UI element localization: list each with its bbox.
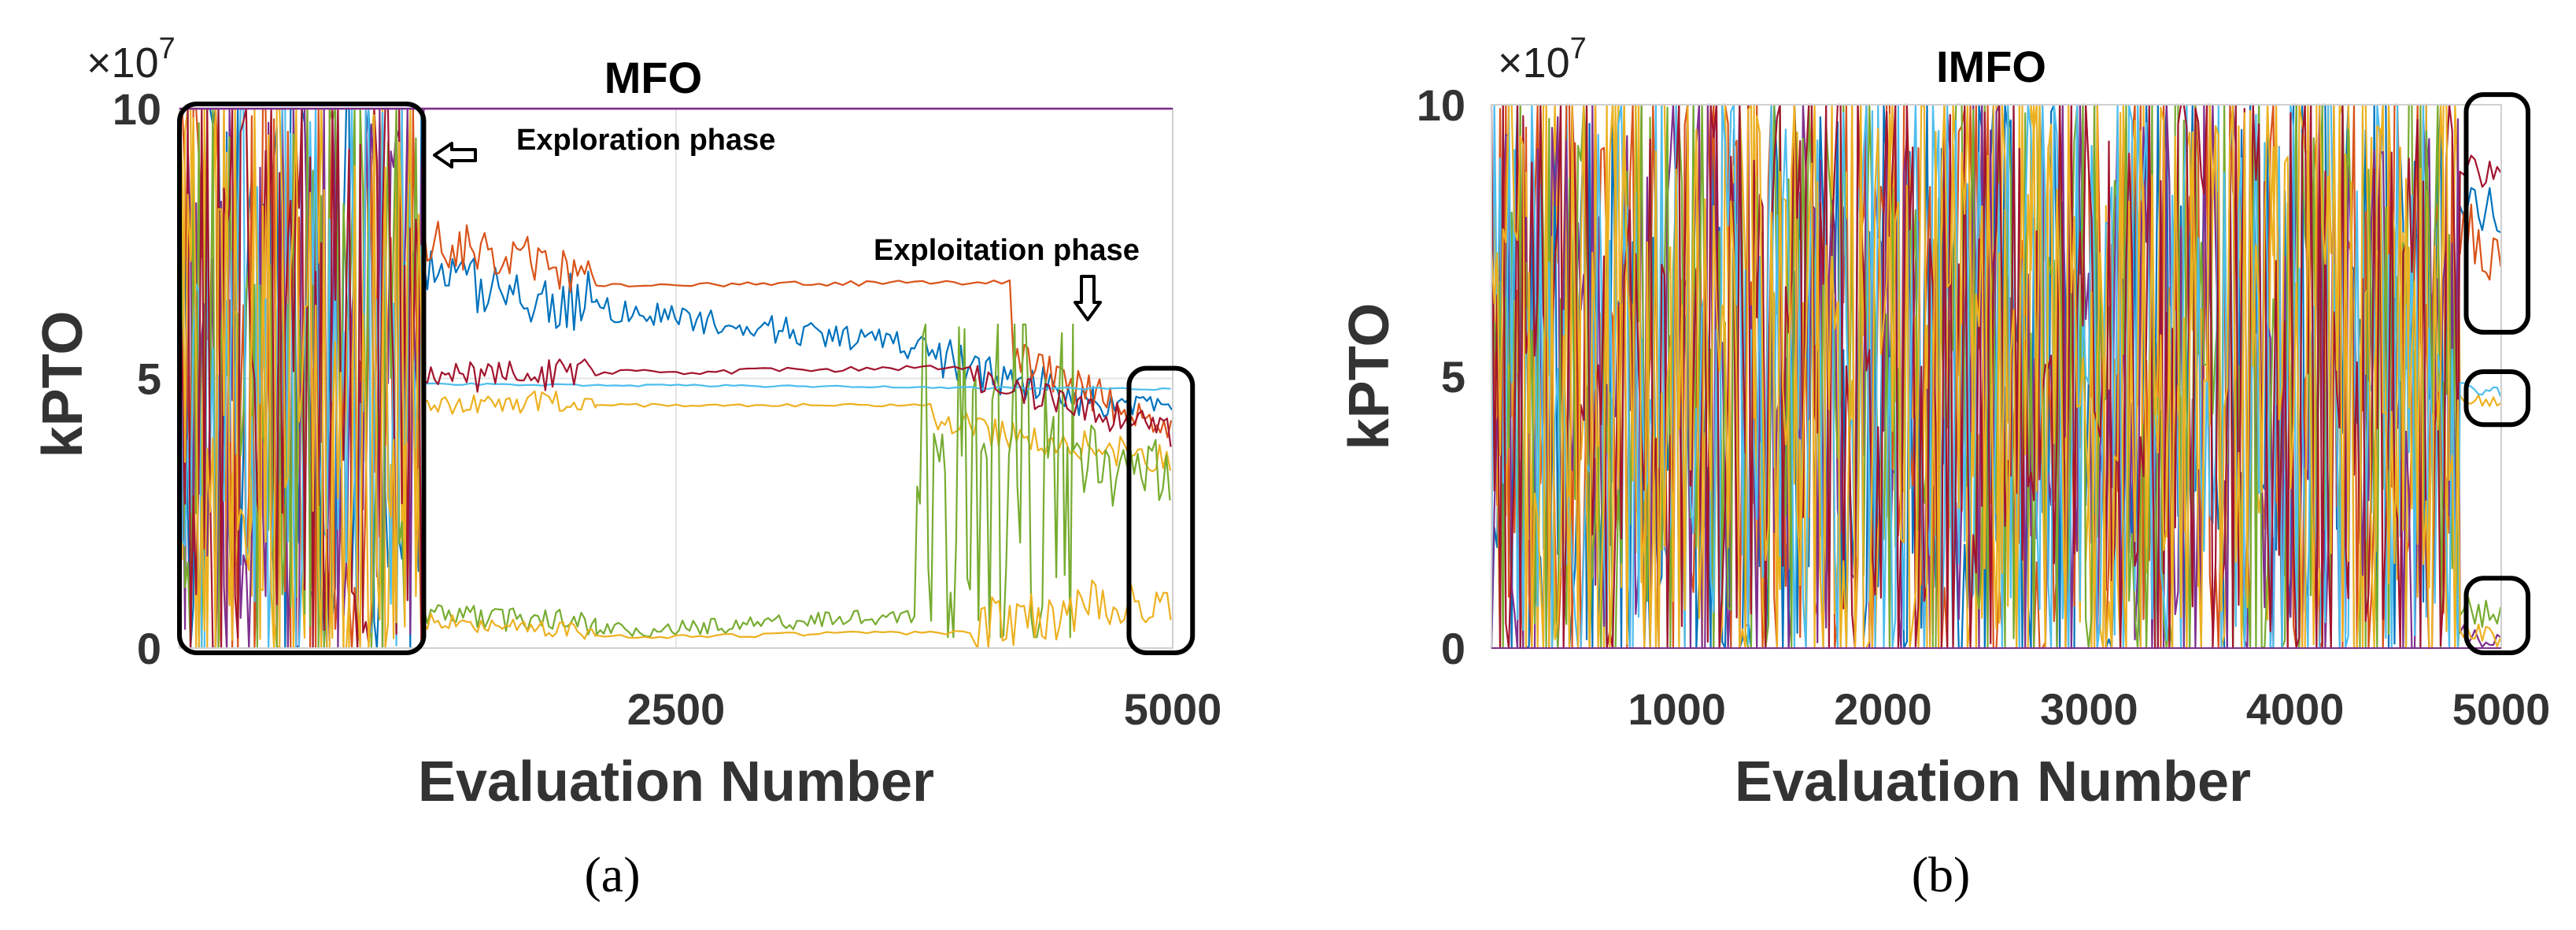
series-line-series-8 — [178, 107, 1172, 650]
x-tick-label: 3000 — [2040, 684, 2138, 734]
panel-a-left-arrow-icon — [433, 142, 477, 169]
series-line-series-8 — [1490, 103, 2502, 650]
x-tick-label: 1000 — [1628, 684, 1726, 734]
x-tick-label: 2000 — [1834, 684, 1932, 734]
y-tick-label: 0 — [137, 624, 161, 673]
panel-b-title: IMFO — [1936, 42, 2046, 91]
panel-b-x-ticks: 1000 2000 3000 4000 5000 — [1628, 684, 2550, 734]
x-tick-label: 2500 — [627, 684, 726, 734]
series-line-series-2 — [179, 107, 1173, 650]
y-tick-label: 5 — [1441, 352, 1465, 402]
panel-a-highlight-boxes — [177, 102, 1196, 655]
panel-a-down-arrow-icon — [1074, 275, 1102, 321]
panel-a-x-ticks: 2500 5000 — [627, 684, 1222, 734]
highlight-box — [2463, 92, 2531, 335]
panel-b-highlight-boxes — [2463, 92, 2531, 656]
panel-a-y-exponent: ×107 — [87, 32, 176, 87]
panel-b-plot-area — [1490, 103, 2502, 650]
panel-b-y-ticks: 0 5 10 — [1417, 80, 1465, 673]
panel-a-exploitation-annotation: Exploitation phase — [874, 234, 1140, 321]
panel-a-plot-area — [178, 107, 1173, 650]
panel-b-x-axis-label: Evaluation Number — [1735, 750, 2251, 813]
panel-b-y-exponent: ×107 — [1498, 32, 1587, 87]
x-tick-label: 5000 — [2452, 684, 2551, 734]
x-tick-label: 4000 — [2246, 684, 2345, 734]
caption-a: (a) — [584, 847, 640, 902]
highlight-box — [2463, 576, 2531, 656]
panel-a-exploration-label: Exploration phase — [516, 124, 775, 157]
x-tick-label: 5000 — [1124, 684, 1222, 734]
panel-b-series — [1490, 103, 2502, 650]
y-tick-label: 10 — [1417, 80, 1465, 130]
panel-a-y-ticks: 0 5 10 — [113, 84, 161, 673]
y-tick-label: 5 — [137, 354, 161, 404]
panel-a-exploration-annotation: Exploration phase — [433, 124, 775, 169]
panel-a-mfo: 0 5 10 2500 5000 ×107 MFO kPTO Evaluation N… — [31, 32, 1221, 902]
highlight-box — [2463, 369, 2531, 428]
caption-b: (b) — [1912, 847, 1971, 902]
highlight-box — [177, 102, 427, 655]
panel-b-imfo: 0 5 10 1000 2000 3000 4000 5000 ×107 IMFO kPTO… — [1338, 32, 2550, 902]
panel-a-y-axis-label: kPTO — [31, 311, 94, 458]
y-tick-label: 0 — [1441, 624, 1465, 673]
panel-a-x-axis-label: Evaluation Number — [418, 750, 934, 813]
panel-b-y-axis-label: kPTO — [1338, 303, 1401, 450]
panel-a-title: MFO — [604, 53, 702, 102]
series-line-series-7 — [178, 107, 1172, 650]
highlight-box — [1126, 365, 1196, 655]
y-tick-label: 10 — [113, 84, 161, 134]
panel-a-exploitation-label: Exploitation phase — [874, 234, 1140, 267]
